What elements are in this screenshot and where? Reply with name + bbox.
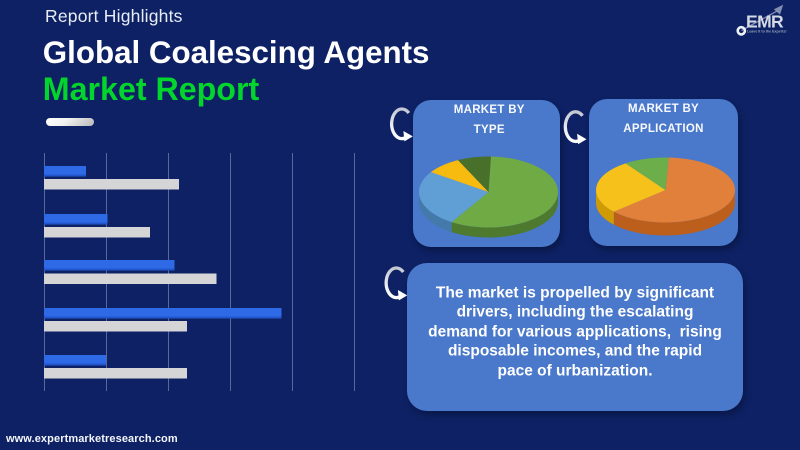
svg-text:EMR: EMR xyxy=(746,12,784,32)
svg-text:Leave It to the Experts!: Leave It to the Experts! xyxy=(747,30,787,34)
